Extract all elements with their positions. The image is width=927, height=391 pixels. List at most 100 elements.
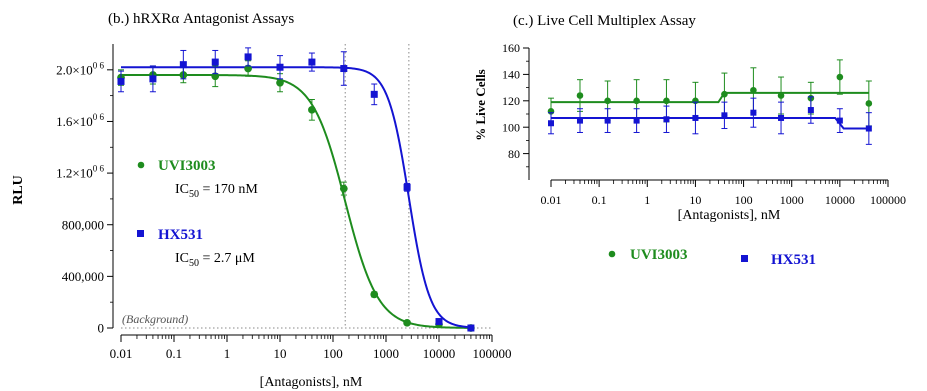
legend-uvi3003: UVI3003 IC50 = 170 nM bbox=[137, 158, 258, 200]
panel-b-xlabel: [Antagonists], nM bbox=[260, 375, 363, 390]
y-tick-label: 1.2×100 6 bbox=[56, 164, 104, 181]
ic50-value-uvi: = 170 nM bbox=[199, 182, 258, 197]
panel-c-legend-uvi3003-marker bbox=[608, 250, 616, 258]
panel-c-live-cell: (c.) Live Cell Multiplex Assay % Live Ce… bbox=[473, 13, 906, 268]
panel-c-xlabel: [Antagonists], nM bbox=[678, 208, 781, 223]
panel-c-legend-hx531: HX531 bbox=[741, 252, 816, 268]
data-point bbox=[777, 92, 785, 99]
x-tick-label: 1000 bbox=[780, 193, 804, 207]
y-tick-label: 100 bbox=[502, 120, 520, 134]
data-point bbox=[778, 114, 785, 121]
data-point bbox=[340, 65, 348, 73]
legend-uvi3003-name: UVI3003 bbox=[158, 158, 216, 174]
data-point bbox=[548, 120, 554, 127]
x-tick-label: 0.1 bbox=[592, 193, 607, 207]
y-tick-label: 400,000 bbox=[62, 269, 104, 284]
legend-hx531: HX531 IC50 = 2.7 μM bbox=[137, 227, 255, 269]
panel-b-ylabel: RLU bbox=[11, 175, 26, 205]
x-tick-label: 10 bbox=[689, 193, 701, 207]
data-point bbox=[663, 97, 670, 105]
panel-b-title: (b.) hRXRα Antagonist Assays bbox=[108, 11, 294, 27]
fit-line-hx531 bbox=[551, 116, 869, 130]
data-point bbox=[721, 112, 728, 119]
data-point bbox=[339, 184, 348, 193]
x-tick-label: 1000 bbox=[373, 346, 399, 361]
y-tick-label: 120 bbox=[502, 94, 520, 108]
data-point bbox=[604, 97, 611, 105]
data-point bbox=[467, 324, 475, 332]
data-point bbox=[244, 53, 252, 61]
legend-uvi3003-marker bbox=[137, 161, 145, 169]
ic50-sub-hx: 50 bbox=[189, 258, 199, 269]
data-point bbox=[244, 64, 252, 73]
data-point bbox=[750, 109, 757, 116]
data-point bbox=[750, 86, 757, 94]
ic50-prefix-uvi: IC bbox=[175, 182, 189, 197]
data-point bbox=[807, 107, 814, 114]
data-point bbox=[633, 117, 640, 124]
data-point bbox=[692, 114, 699, 121]
y-tick-exponent: 0 6 bbox=[93, 60, 105, 70]
x-tick-label: 0.01 bbox=[541, 193, 562, 207]
background-label: (Background) bbox=[122, 312, 188, 326]
data-point bbox=[149, 75, 157, 83]
data-point bbox=[403, 183, 411, 191]
x-tick-label: 10 bbox=[274, 346, 287, 361]
data-point bbox=[370, 90, 378, 98]
data-point bbox=[576, 117, 583, 124]
data-point bbox=[117, 77, 125, 85]
y-tick-exponent: 0 6 bbox=[93, 112, 105, 122]
panel-c-legend-uvi3003-name: UVI3003 bbox=[630, 247, 688, 263]
fit-curve-uvi3003 bbox=[121, 73, 471, 329]
y-tick-label: 80 bbox=[508, 147, 520, 161]
y-tick-label: 800,000 bbox=[62, 217, 104, 232]
legend-uvi3003-ic50: IC50 = 170 nM bbox=[175, 182, 258, 200]
x-tick-label: 1 bbox=[644, 193, 650, 207]
x-tick-label: 100000 bbox=[473, 346, 512, 361]
data-point bbox=[370, 290, 379, 299]
y-tick-label: 1.6×100 6 bbox=[56, 112, 104, 129]
data-point bbox=[865, 125, 872, 132]
panel-c-ylabel: % Live Cells bbox=[473, 69, 488, 141]
data-point bbox=[836, 73, 844, 81]
data-point bbox=[403, 318, 411, 327]
x-tick-label: 100000 bbox=[870, 193, 906, 207]
series-uvi3003 bbox=[117, 60, 475, 332]
x-tick-label: 100 bbox=[735, 193, 753, 207]
data-point bbox=[836, 117, 843, 124]
ic50-sub-uvi: 50 bbox=[189, 189, 199, 200]
data-point bbox=[633, 97, 640, 105]
fit-curve-hx531 bbox=[121, 66, 471, 329]
y-tick-label: 140 bbox=[502, 68, 520, 82]
legend-hx531-ic50: IC50 = 2.7 μM bbox=[175, 251, 255, 269]
x-tick-label: 0.01 bbox=[110, 346, 133, 361]
series-hx531 bbox=[117, 47, 475, 332]
ic50-prefix-hx: IC bbox=[175, 251, 189, 266]
panel-c-title: (c.) Live Cell Multiplex Assay bbox=[513, 13, 696, 29]
data-point bbox=[604, 117, 611, 124]
data-point bbox=[721, 90, 728, 98]
series-hx531 bbox=[548, 96, 872, 145]
data-point bbox=[276, 63, 284, 71]
panel-c-legend-uvi3003: UVI3003 bbox=[608, 247, 688, 263]
x-tick-label: 100 bbox=[323, 346, 343, 361]
x-tick-label: 1 bbox=[224, 346, 231, 361]
data-point bbox=[276, 78, 284, 87]
panel-c-legend-hx531-name: HX531 bbox=[771, 252, 816, 268]
panel-c-legend-hx531-marker bbox=[741, 255, 748, 262]
ic50-value-hx: = 2.7 μM bbox=[199, 251, 255, 266]
fit-line-uvi3003 bbox=[551, 91, 869, 104]
x-tick-label: 10000 bbox=[423, 346, 456, 361]
data-point bbox=[663, 116, 670, 123]
data-point bbox=[865, 100, 873, 107]
legend-hx531-name: HX531 bbox=[158, 227, 203, 243]
data-point bbox=[211, 72, 220, 81]
data-point bbox=[308, 105, 316, 114]
data-point bbox=[211, 58, 219, 66]
legend-hx531-marker bbox=[137, 230, 144, 237]
x-tick-label: 10000 bbox=[825, 193, 855, 207]
data-point bbox=[435, 318, 443, 326]
data-point bbox=[179, 61, 187, 69]
data-point bbox=[576, 92, 584, 99]
